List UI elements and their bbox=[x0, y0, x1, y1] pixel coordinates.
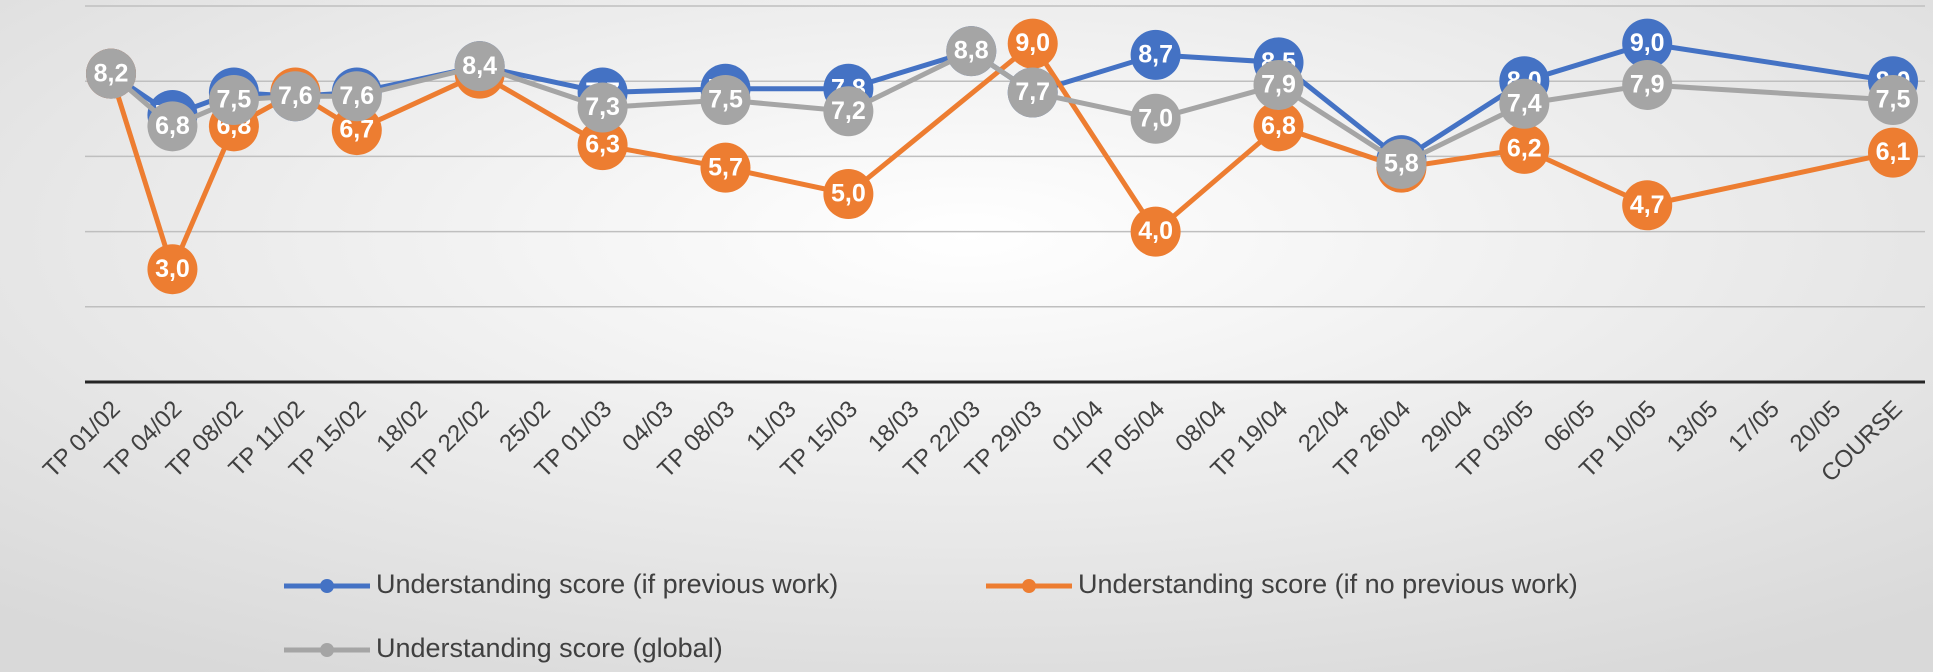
data-label: 7,9 bbox=[1261, 71, 1296, 99]
data-label: 7,0 bbox=[1138, 104, 1173, 132]
data-label: 7,5 bbox=[217, 86, 252, 114]
data-point bbox=[700, 75, 751, 125]
data-point bbox=[577, 120, 628, 171]
data-point bbox=[1130, 206, 1181, 257]
legend-marker bbox=[1022, 579, 1036, 593]
data-label: 7,9 bbox=[1630, 71, 1665, 99]
data-label: 7,3 bbox=[585, 93, 620, 121]
data-point bbox=[577, 82, 628, 133]
data-point bbox=[1622, 18, 1673, 69]
data-point bbox=[208, 75, 259, 125]
data-label: 4,0 bbox=[1138, 217, 1173, 245]
data-point bbox=[270, 71, 321, 122]
data-label: 6,1 bbox=[1876, 138, 1911, 166]
data-label: 6,3 bbox=[585, 131, 620, 159]
data-point bbox=[454, 41, 505, 92]
data-label: 3,0 bbox=[155, 255, 190, 283]
data-point bbox=[86, 48, 136, 99]
data-point bbox=[1007, 18, 1058, 69]
data-point bbox=[147, 101, 198, 152]
data-point bbox=[1376, 138, 1427, 189]
data-point bbox=[1868, 127, 1918, 178]
data-point bbox=[331, 71, 382, 122]
data-point bbox=[946, 26, 997, 77]
data-label: 8,8 bbox=[954, 37, 989, 65]
data-label: 7,5 bbox=[708, 86, 743, 114]
data-label: 7,6 bbox=[339, 82, 374, 110]
data-label: 5,8 bbox=[1384, 150, 1419, 178]
data-label: 7,7 bbox=[1015, 78, 1050, 106]
data-point bbox=[1007, 67, 1058, 118]
data-point bbox=[1130, 93, 1181, 144]
data-label: 9,0 bbox=[1630, 29, 1665, 57]
data-label: 6,8 bbox=[155, 112, 190, 140]
data-point bbox=[1253, 101, 1304, 152]
data-point bbox=[1253, 59, 1304, 110]
data-label: 6,2 bbox=[1507, 134, 1542, 162]
data-label: 4,7 bbox=[1630, 191, 1665, 219]
data-point bbox=[700, 142, 751, 193]
data-point bbox=[823, 169, 874, 219]
data-label: 5,0 bbox=[831, 180, 866, 208]
data-label: 7,2 bbox=[831, 97, 866, 125]
data-label: 8,7 bbox=[1138, 40, 1173, 68]
data-point bbox=[1622, 59, 1673, 110]
data-point bbox=[1868, 75, 1918, 125]
legend-marker bbox=[320, 643, 334, 657]
data-label: 7,6 bbox=[278, 82, 313, 110]
data-label: 8,2 bbox=[94, 59, 129, 87]
data-label: 7,4 bbox=[1507, 89, 1542, 117]
data-label: 9,0 bbox=[1015, 29, 1050, 57]
data-point bbox=[1130, 29, 1181, 80]
series-line bbox=[108, 41, 1894, 272]
data-point bbox=[823, 86, 874, 137]
legend-label: Understanding score (global) bbox=[376, 633, 723, 663]
legend-label: Understanding score (if previous work) bbox=[376, 569, 838, 599]
data-point bbox=[1622, 180, 1673, 231]
data-point bbox=[1499, 78, 1550, 129]
data-point bbox=[1499, 123, 1550, 174]
data-label: 6,8 bbox=[1261, 112, 1296, 140]
legend-label: Understanding score (if no previous work… bbox=[1078, 569, 1578, 599]
data-label: 7,5 bbox=[1876, 86, 1911, 114]
data-label: 8,4 bbox=[462, 52, 497, 80]
data-label: 5,7 bbox=[708, 153, 743, 181]
legend-marker bbox=[320, 579, 334, 593]
data-point bbox=[147, 244, 198, 295]
